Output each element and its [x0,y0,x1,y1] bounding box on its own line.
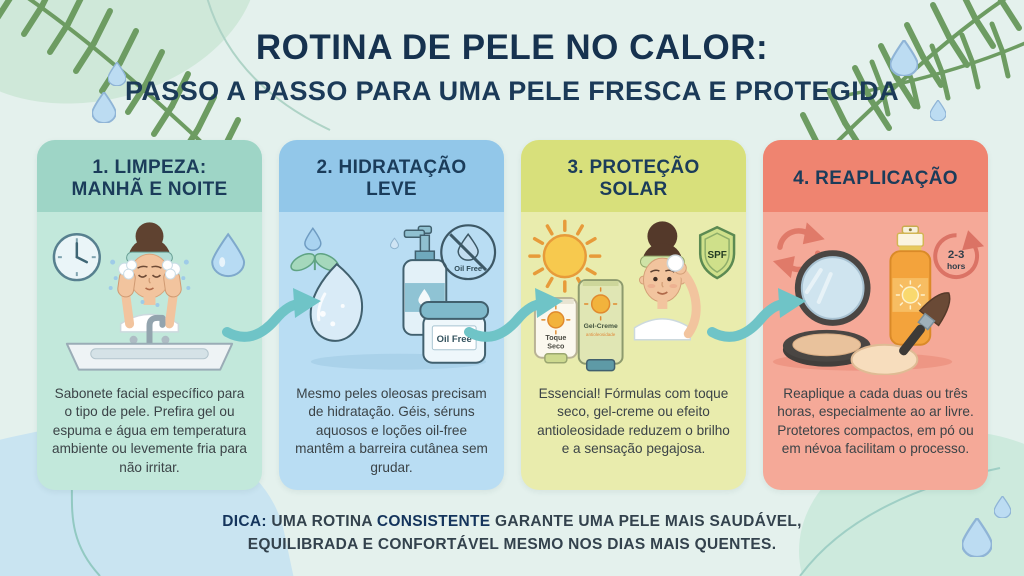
card-body-text: Reaplique a cada duas ou três horas, esp… [777,386,974,457]
spf-label: SPF [707,250,726,261]
card-protecao-solar: 3. PROTEÇÃO SOLAR [521,140,746,490]
card-header: 4. REAPLICAÇÃO [763,140,988,212]
hydration-products-illustration: Oil Free Oil Free [279,212,504,375]
leaf-drop-icon [290,227,340,272]
background-blob-top-left [0,0,283,137]
card-header: 3. PROTEÇÃO SOLAR [521,140,746,212]
card-hidratacao: 2. HIDRATAÇÃO LEVE [279,140,504,490]
flow-arrow-icon [222,288,321,342]
water-drop-icon [930,100,946,121]
water-drop-icon [994,496,1011,518]
footer-consistente-label: CONSISTENTE [376,513,491,530]
oil-free-badge-label: Oil Free [454,264,482,273]
gel-creme-label: Gel-Creme [584,323,618,330]
card-title: 3. PROTEÇÃO SOLAR [567,157,700,200]
makeup-brush-icon [899,292,951,356]
clock-icon [52,233,101,282]
sun-icon [528,219,602,293]
card-body-text: Essencial! Fórmulas com toque seco, gel-… [537,386,730,457]
sunscreen-illustration: Gel-Creme antioleosidade Toque Seco [521,212,746,375]
card-title: 1. LIMPEZA: MANHÃ E NOITE [71,157,228,200]
oil-free-jar-label: Oil Free [437,334,472,345]
card-body-text: Sabonete facial específico para o tipo d… [52,386,247,475]
hours-badge-icon: 2-3 hors [933,230,985,280]
sink-icon [65,314,234,371]
footer-dica-label: DICA: [222,513,267,530]
water-drop-icon [890,40,918,76]
water-drop-icon [92,92,116,123]
card-title: 2. HIDRATAÇÃO LEVE [316,157,467,200]
flow-arrow-icon [707,288,806,342]
card-header: 2. HIDRATAÇÃO LEVE [279,140,504,212]
page-subtitle: PASSO A PASSO PARA UMA PELE FRESCA E PRO… [125,76,899,106]
hours-label-line2: hors [947,261,966,271]
water-drop-icon [962,518,992,557]
toque-seco-label-line2: Seco [547,343,565,351]
footer-tip: DICA: UMA ROTINA CONSISTENTE GARANTE UMA… [0,510,1024,557]
card-header: 1. LIMPEZA: MANHÃ E NOITE [37,140,262,212]
water-drop-icon [211,232,246,278]
card-body-text: Mesmo peles oleosas precisam de hidrataç… [295,386,488,475]
card-reaplicacao: 4. REAPLICAÇÃO 2-3 [763,140,988,490]
reapplication-illustration: 2-3 hors [763,212,988,375]
gel-creme-sublabel: antioleosidade [586,332,616,337]
footer-tip-line2: EQUILIBRADA E CONFORTÁVEL MESMO NOS DIAS… [247,536,777,554]
woman-washing-face [108,222,191,333]
sunscreen-tubes-icon: Gel-Creme antioleosidade Toque Seco [533,279,624,372]
footer-tip-line1: DICA: UMA ROTINA CONSISTENTE GARANTE UMA… [0,510,1024,533]
oil-free-badge-icon: Oil Free [440,224,497,281]
water-drop-icon [108,62,126,86]
toque-seco-label-line1: Toque [545,334,566,342]
footer-text: GARANTE UMA PELE MAIS SAUDÁVEL, [490,513,802,530]
footer-text: UMA ROTINA [266,513,377,530]
face-washing-illustration [37,212,262,375]
hours-label-line1: 2-3 [948,249,965,261]
card-title: 4. REAPLICAÇÃO [793,168,958,190]
woman-applying-sunscreen [633,221,701,341]
flow-arrow-icon [464,288,563,342]
page-title: ROTINA DE PELE NO CALOR: [255,28,769,67]
spf-shield-icon: SPF [698,225,736,280]
